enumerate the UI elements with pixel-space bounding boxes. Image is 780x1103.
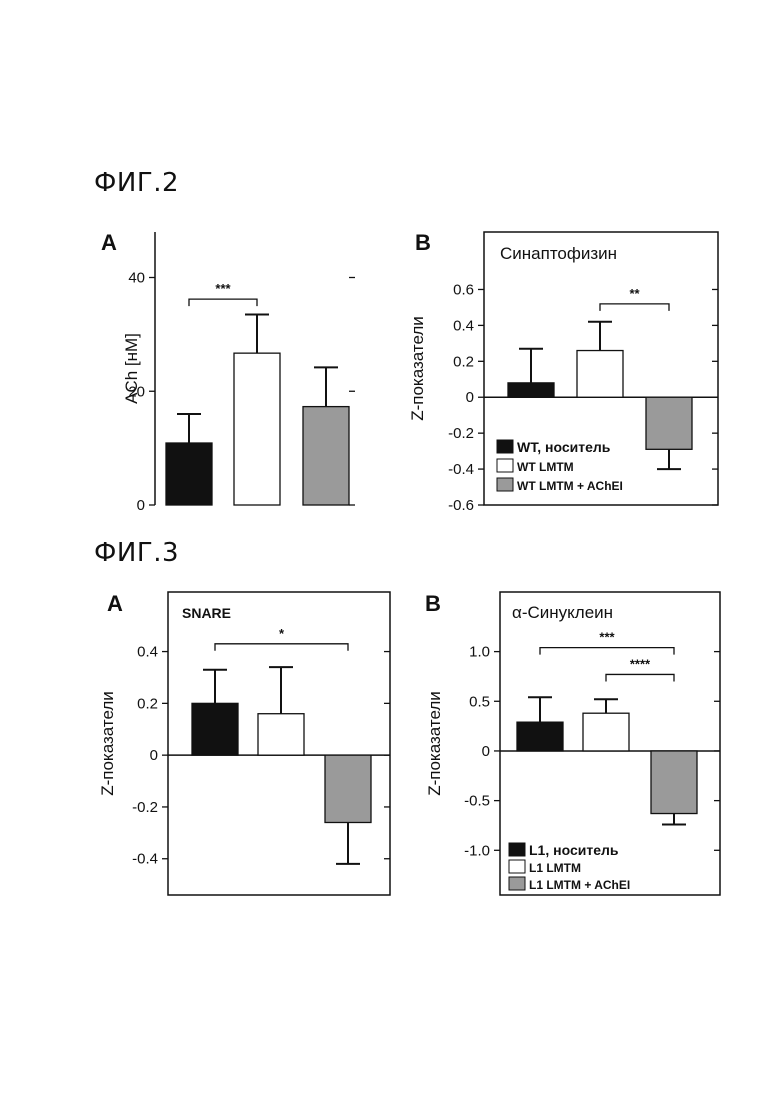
p3-ytick-label: -1.0 (464, 842, 490, 859)
p2-ytick-label: 0 (150, 747, 158, 764)
p0-bar-0 (166, 443, 212, 505)
p1-y-axis-label: Z-показатели (408, 316, 427, 421)
p1-ytick-label: 0.6 (453, 281, 474, 298)
p0-bar-2 (303, 407, 349, 505)
p1-ytick-label: 0.4 (453, 317, 474, 334)
p3-ytick-label: -0.5 (464, 793, 490, 810)
p3-legend-entry-2: L1 LMTM + AChEI (529, 878, 630, 892)
p2-ytick-label: -0.4 (132, 851, 158, 868)
p2-bar-0 (192, 703, 238, 755)
p2-ytick-label: -0.2 (132, 799, 158, 816)
p3-legend-entry-0: L1, носитель (529, 842, 619, 858)
p0-significance-label-0: *** (215, 281, 231, 296)
p3-significance-bracket-0 (540, 648, 674, 655)
p2-y-axis-label: Z-показатели (98, 691, 117, 796)
p3-legend-entry-1: L1 LMTM (529, 861, 581, 875)
p0-panel-letter: A (101, 230, 117, 255)
p0-bar-1 (234, 353, 280, 505)
p1-legend-swatch-1 (497, 459, 513, 472)
p3-panel-letter: B (425, 591, 441, 616)
p0-y-axis-label: ACh [нМ] (122, 333, 141, 404)
p1-legend-swatch-0 (497, 440, 513, 453)
p1-ytick-label: 0.2 (453, 353, 474, 370)
p3-legend-swatch-2 (509, 877, 525, 890)
p1-panel-letter: B (415, 230, 431, 255)
p3-significance-bracket-1 (606, 674, 674, 681)
p1-significance-bracket-0 (600, 304, 669, 311)
figure-charts: 02040ACh [нМ]A***-0.6-0.4-0.200.20.40.6Z… (0, 0, 780, 1103)
p0-significance-bracket-0 (189, 299, 257, 306)
p2-ytick-label: 0.2 (137, 695, 158, 712)
p0-ytick-label: 0 (137, 497, 145, 514)
p3-bar-0 (517, 722, 563, 751)
p0-ytick-label: 40 (128, 270, 145, 287)
p3-panel-title: α-Синуклеин (512, 603, 613, 622)
p3-bar-2 (651, 751, 697, 814)
p1-bar-2 (646, 397, 692, 449)
p1-legend-entry-0: WT, носитель (517, 439, 611, 455)
p2-significance-label-0: * (279, 626, 285, 641)
p2-bar-1 (258, 714, 304, 755)
p3-bar-1 (583, 713, 629, 751)
p1-ytick-label: -0.2 (448, 425, 474, 442)
p3-ytick-label: 0 (482, 743, 490, 760)
p2-ytick-label: 0.4 (137, 644, 158, 661)
p2-panel-letter: A (107, 591, 123, 616)
p1-legend-entry-1: WT LMTM (517, 460, 574, 474)
p1-legend-entry-2: WT LMTM + AChEI (517, 479, 623, 493)
p1-bar-0 (508, 383, 554, 397)
p3-legend-swatch-0 (509, 843, 525, 856)
p3-legend-swatch-1 (509, 860, 525, 873)
p1-ytick-label: -0.6 (448, 497, 474, 514)
p2-panel-title: SNARE (182, 605, 231, 621)
p1-ytick-label: 0 (466, 389, 474, 406)
p3-significance-label-0: *** (599, 630, 615, 645)
p3-significance-label-1: **** (630, 656, 651, 671)
p1-significance-label-0: ** (629, 286, 640, 301)
p3-ytick-label: 1.0 (469, 644, 490, 661)
p1-bar-1 (577, 351, 623, 398)
p3-ytick-label: 0.5 (469, 693, 490, 710)
p1-panel-title: Синаптофизин (500, 244, 617, 263)
p3-y-axis-label: Z-показатели (425, 691, 444, 796)
p1-legend-swatch-2 (497, 478, 513, 491)
p2-bar-2 (325, 755, 371, 822)
p2-significance-bracket-0 (215, 644, 348, 651)
p1-ytick-label: -0.4 (448, 461, 474, 478)
